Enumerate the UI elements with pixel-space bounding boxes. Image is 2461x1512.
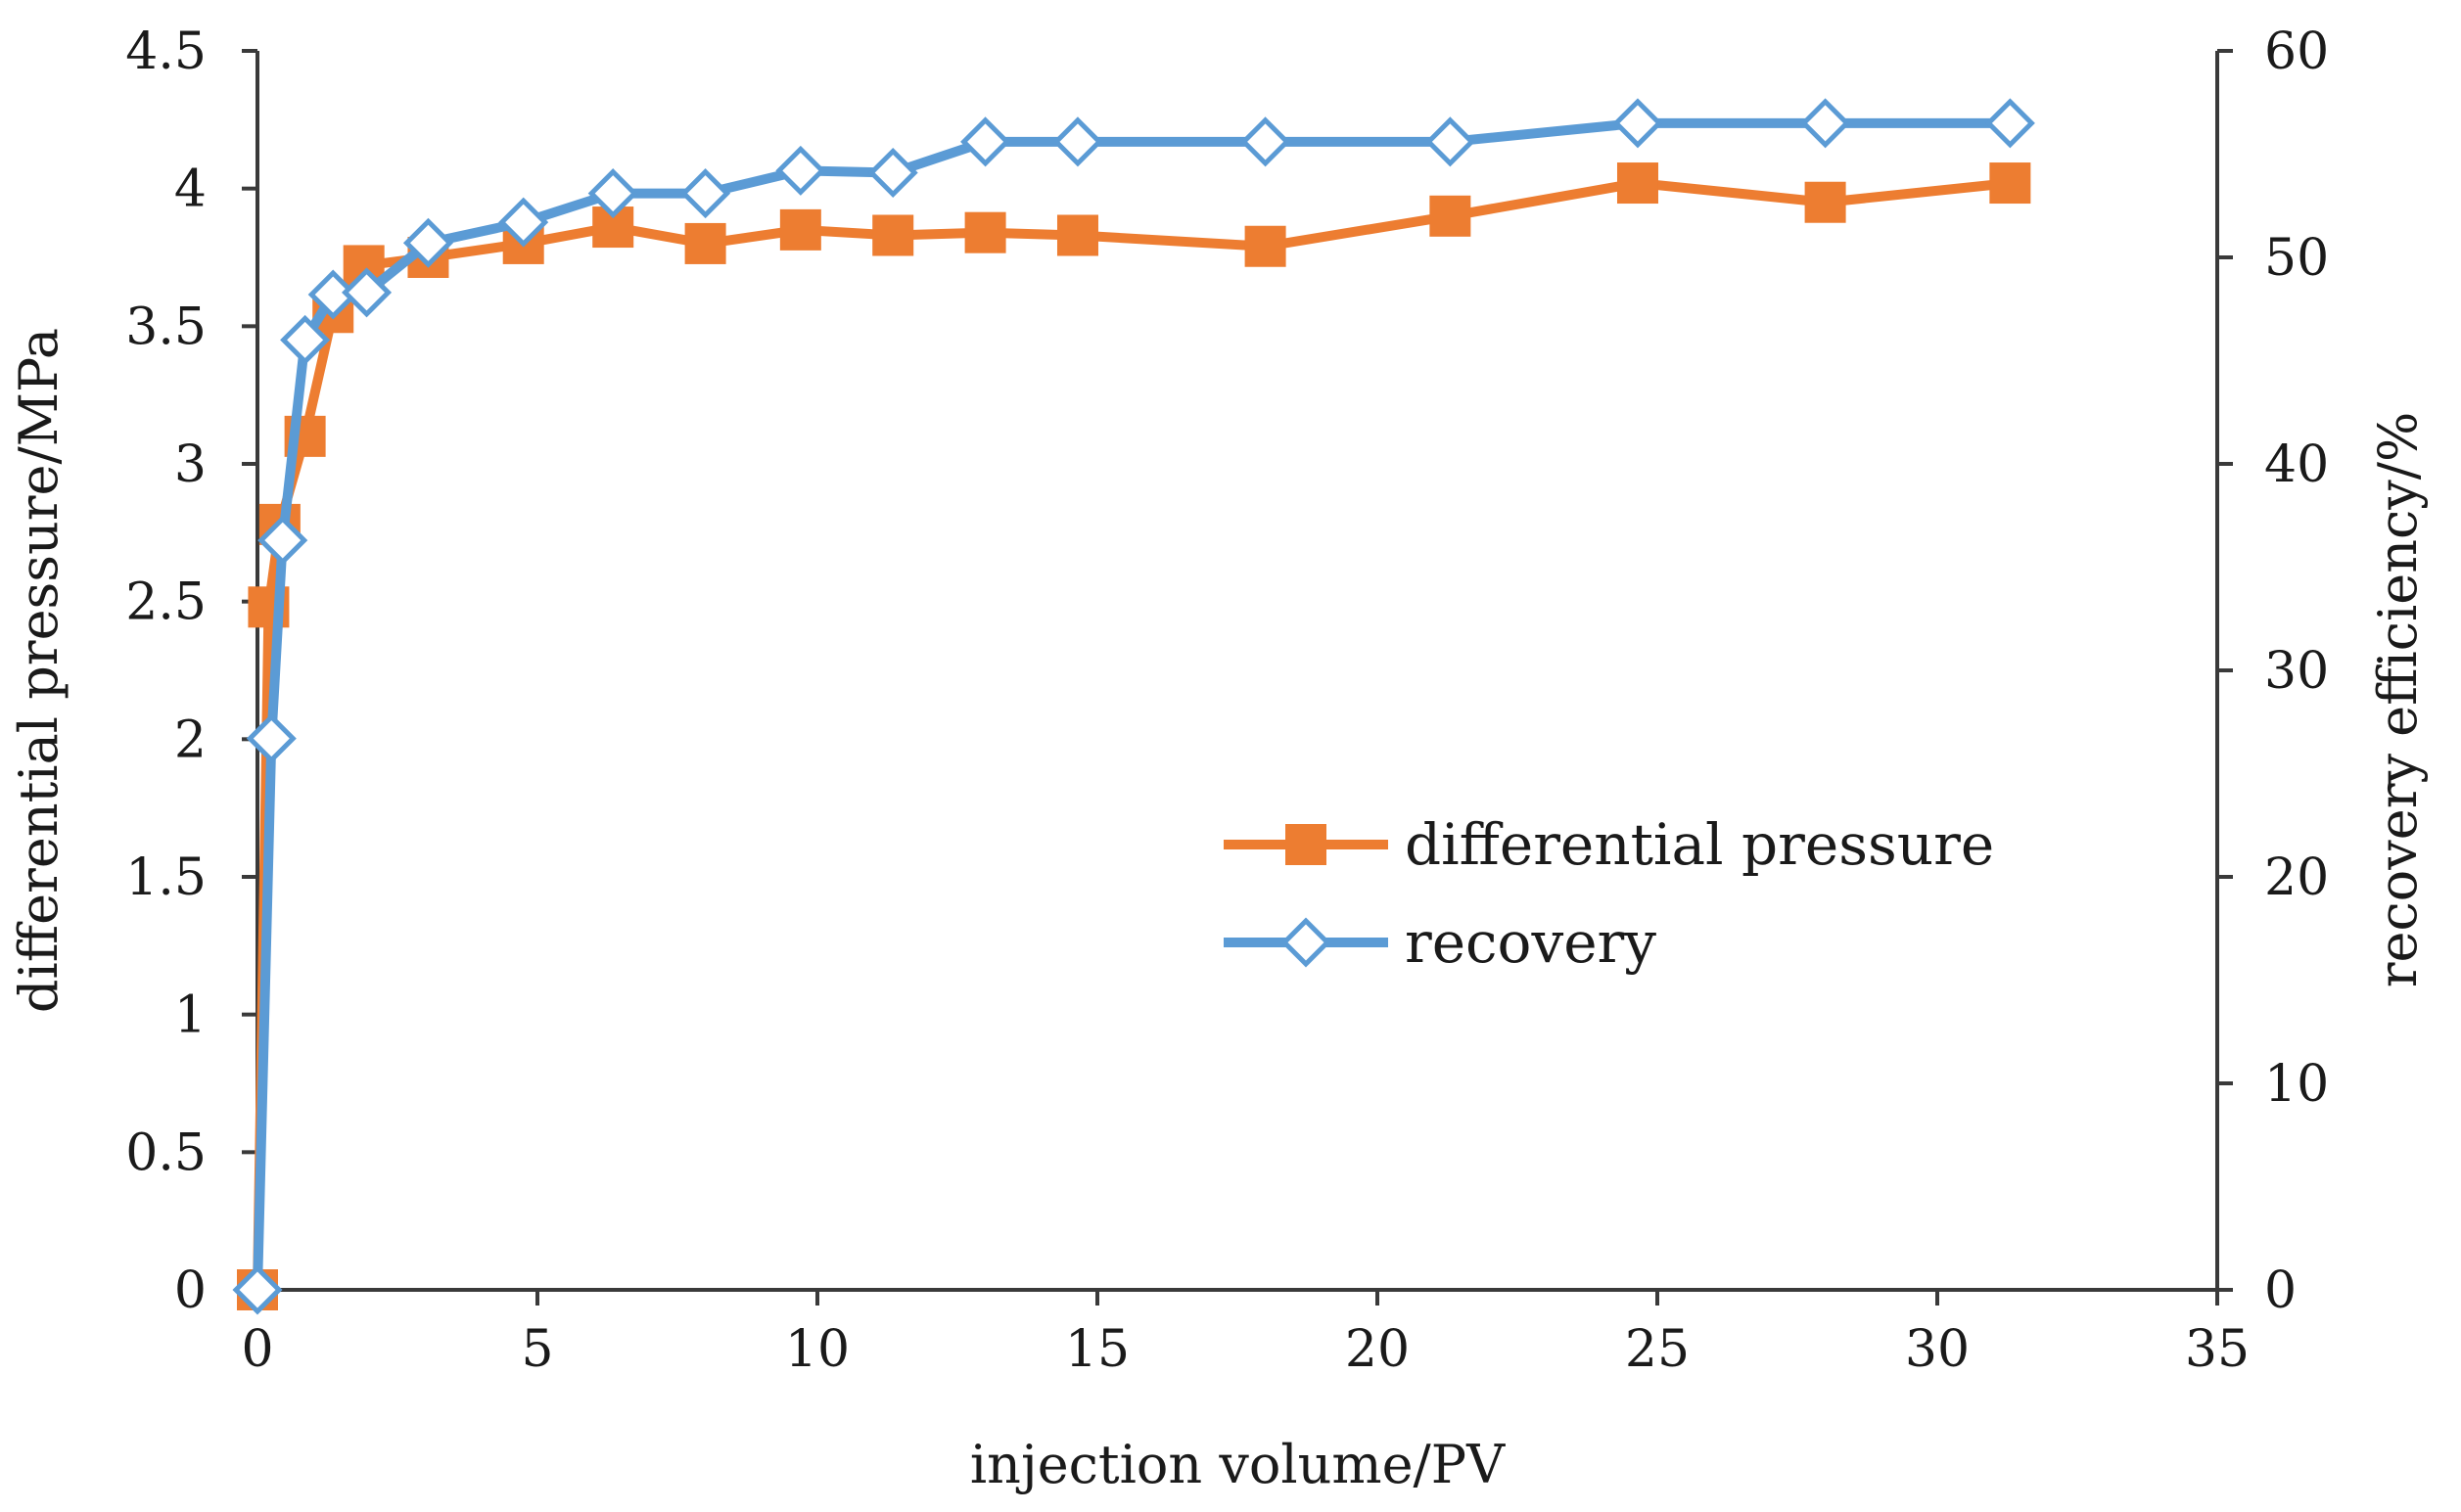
legend-marker-differential-pressure — [1285, 824, 1326, 865]
data-point-differential-pressure — [1989, 162, 2031, 205]
data-point-differential-pressure — [779, 208, 821, 251]
y2-tick-label: 30 — [2264, 642, 2329, 701]
x-axis-ticks: 0 5 10 15 20 25 30 35 — [241, 1290, 2250, 1379]
data-point-recovery — [1424, 116, 1475, 167]
data-point-recovery — [775, 145, 826, 196]
data-point-differential-pressure — [1616, 162, 1658, 205]
x-tick-label: 15 — [1065, 1320, 1130, 1379]
data-point-recovery — [960, 116, 1011, 167]
data-point-recovery — [1800, 98, 1851, 149]
data-point-recovery — [498, 197, 549, 248]
legend-label-recovery: recovery — [1405, 909, 1656, 976]
data-point-recovery — [232, 1264, 283, 1315]
y-tick-label: 2 — [174, 710, 207, 769]
data-point-recovery — [1052, 116, 1103, 167]
y2-tick-label: 60 — [2264, 23, 2329, 81]
data-point-differential-pressure — [872, 214, 914, 256]
data-point-recovery — [342, 267, 393, 318]
right-y-axis-ticks: 0 10 20 30 40 50 60 — [2217, 23, 2329, 1320]
data-point-differential-pressure — [1244, 225, 1286, 267]
y2-tick-label: 40 — [2264, 435, 2329, 494]
x-axis-title: injection volume/PV — [970, 1434, 1506, 1495]
left-y-axis-title: differential pressure/MPa — [8, 328, 70, 1013]
data-point-recovery — [1612, 98, 1663, 149]
legend-label-differential-pressure: differential pressure — [1405, 811, 1994, 878]
y2-tick-label: 50 — [2264, 229, 2329, 288]
right-y-axis-title: recovery efficiency/% — [2367, 412, 2429, 988]
legend-marker-recovery — [1280, 917, 1331, 968]
data-point-recovery — [1984, 98, 2035, 149]
y2-tick-label: 0 — [2264, 1261, 2297, 1320]
x-tick-label: 0 — [241, 1320, 273, 1379]
left-y-axis-ticks: 0 0.5 1 1.5 2 2.5 3 3.5 4 4.5 — [125, 23, 257, 1320]
y2-tick-label: 10 — [2264, 1055, 2329, 1114]
series-line-differential-pressure — [253, 178, 2011, 1291]
x-tick-label: 35 — [2185, 1320, 2250, 1379]
y-tick-label: 1.5 — [125, 848, 207, 907]
x-tick-label: 25 — [1625, 1320, 1690, 1379]
y-tick-label: 3.5 — [125, 298, 207, 356]
data-point-differential-pressure — [1429, 195, 1471, 237]
data-point-differential-pressure — [684, 222, 726, 264]
data-point-recovery — [280, 314, 331, 365]
x-tick-label: 5 — [521, 1320, 553, 1379]
x-tick-label: 20 — [1345, 1320, 1410, 1379]
y2-tick-label: 20 — [2264, 848, 2329, 907]
series-line-recovery — [253, 117, 2011, 1291]
data-point-differential-pressure — [964, 211, 1006, 253]
data-point-differential-pressure — [1804, 181, 1846, 223]
y-tick-label: 2.5 — [125, 573, 207, 632]
y-tick-label: 0 — [174, 1261, 207, 1320]
y-tick-label: 4 — [174, 160, 207, 219]
data-point-recovery — [1240, 116, 1291, 167]
y-tick-label: 4.5 — [125, 23, 207, 81]
x-tick-label: 30 — [1905, 1320, 1970, 1379]
series-layer — [232, 98, 2035, 1315]
data-point-recovery — [867, 147, 918, 199]
y-tick-label: 3 — [174, 435, 207, 494]
legend: differential pressure recovery — [1224, 811, 1994, 976]
data-point-recovery — [587, 168, 638, 219]
y-tick-label: 1 — [174, 986, 207, 1045]
data-point-recovery — [402, 217, 453, 268]
data-point-recovery — [680, 168, 731, 219]
data-point-recovery — [246, 713, 297, 764]
x-tick-label: 10 — [785, 1320, 850, 1379]
data-point-recovery — [257, 515, 308, 566]
data-point-differential-pressure — [1056, 214, 1098, 256]
y-tick-label: 0.5 — [125, 1123, 207, 1182]
